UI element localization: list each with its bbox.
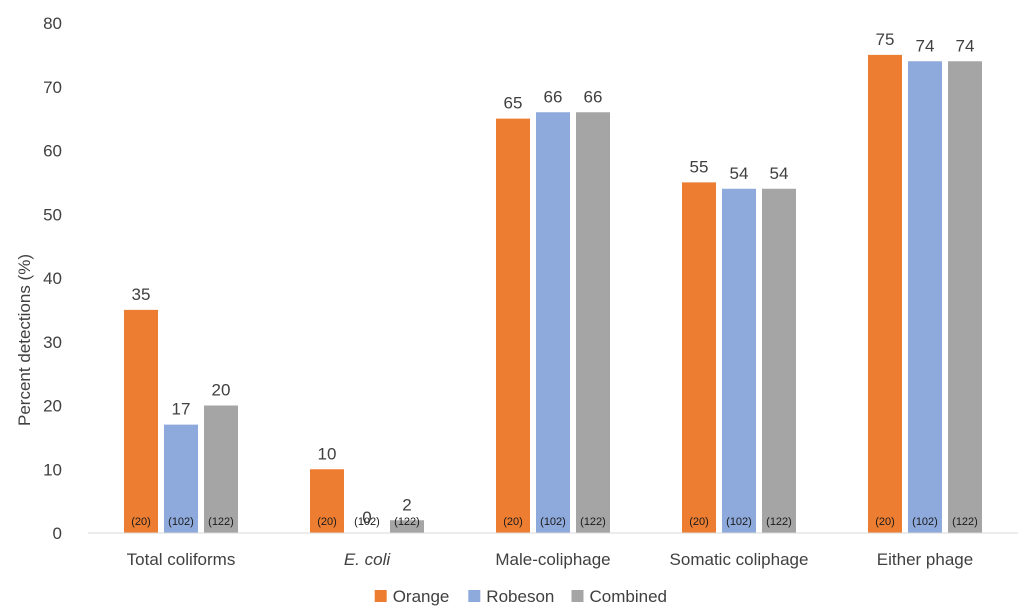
- data-label: 55: [690, 157, 709, 176]
- data-label: 2: [402, 495, 411, 514]
- y-tick-label: 60: [43, 142, 62, 161]
- bar-combined: [204, 405, 238, 533]
- sample-size-label: (20): [689, 516, 709, 528]
- sample-size-label: (20): [131, 516, 151, 528]
- legend-item: Robeson: [468, 587, 554, 606]
- sample-size-label: (102): [540, 516, 566, 528]
- y-axis: 0 10 20 30 40 50 60 70 80: [43, 14, 62, 543]
- data-label: 65: [504, 94, 523, 113]
- category-group: 35 (20) 17 (102) 20 (122): [124, 285, 238, 533]
- bar-combined: [390, 520, 424, 533]
- category-group: 65 (20) 66 (102) 66 (122): [496, 87, 610, 533]
- sample-size-label: (122): [394, 516, 420, 528]
- y-tick-label: 10: [43, 460, 62, 479]
- legend-label: Robeson: [486, 587, 554, 606]
- x-category-label: Male-coliphage: [495, 550, 610, 569]
- data-label: 0: [362, 508, 371, 527]
- bar-robeson: [164, 424, 198, 533]
- category-group: 10 (20) 0(102) 2 (122): [310, 444, 424, 533]
- x-category-label: E. coli: [344, 550, 392, 569]
- bar-combined: [762, 188, 796, 533]
- sample-size-label: (122): [952, 516, 978, 528]
- bars-group: 35(20)17(102)20(122)10(20) 0(102)2(122)65…: [124, 30, 982, 533]
- bar-orange: [868, 54, 902, 533]
- bar-orange: [124, 309, 158, 533]
- x-category-label: Either phage: [877, 550, 973, 569]
- sample-size-label: (102): [168, 516, 194, 528]
- category-group: 75 (20) 74 (102) 74 (122): [868, 30, 982, 533]
- bar-robeson: [536, 112, 570, 533]
- legend-swatch: [374, 590, 387, 602]
- x-category-label: Total coliforms: [127, 550, 236, 569]
- bar-combined: [948, 61, 982, 533]
- data-label: 54: [770, 164, 789, 183]
- y-tick-label: 0: [53, 524, 62, 543]
- sample-size-label: (122): [766, 516, 792, 528]
- sample-size-label: (20): [317, 516, 337, 528]
- sample-size-label: (102): [726, 516, 752, 528]
- data-label: 10: [318, 444, 337, 463]
- y-axis-label: Percent detections (%): [15, 254, 34, 426]
- data-label: 20: [212, 381, 231, 400]
- sample-size-label: (20): [503, 516, 523, 528]
- legend-swatch: [468, 590, 481, 602]
- sample-size-label: (20): [875, 516, 895, 528]
- data-label: 66: [584, 87, 603, 106]
- legend-label: Combined: [590, 587, 668, 606]
- x-axis: Total coliforms E. coli Male-coliphage Soma…: [127, 550, 974, 569]
- y-tick-label: 30: [43, 333, 62, 352]
- sample-size-label: (122): [580, 516, 606, 528]
- data-label: 17: [172, 400, 191, 419]
- data-label: 74: [956, 36, 975, 55]
- sample-size-label: (102): [354, 516, 380, 528]
- bar-orange: [682, 182, 716, 533]
- y-tick-label: 80: [43, 14, 62, 33]
- bar-orange: [310, 469, 344, 533]
- category-group: 55 (20) 54 (102) 54 (122): [682, 157, 796, 533]
- bar-orange: [496, 118, 530, 533]
- legend: Orange Robeson Combined: [374, 587, 668, 606]
- y-tick-label: 40: [43, 269, 62, 288]
- legend-item: Combined: [571, 587, 668, 606]
- y-tick-label: 70: [43, 78, 62, 97]
- data-label: 54: [730, 164, 749, 183]
- x-category-label: Somatic coliphage: [670, 550, 809, 569]
- data-label: 35: [132, 285, 151, 304]
- sample-size-label: (102): [912, 516, 938, 528]
- sample-size-label: (122): [208, 516, 234, 528]
- bar-combined: [576, 112, 610, 533]
- y-tick-label: 20: [43, 397, 62, 416]
- legend-label: Orange: [393, 587, 450, 606]
- y-tick-label: 50: [43, 205, 62, 224]
- legend-swatch: [571, 590, 584, 602]
- legend-item: Orange: [374, 587, 450, 606]
- data-label: 75: [876, 30, 895, 49]
- data-label: 66: [544, 87, 563, 106]
- bar-robeson: [908, 61, 942, 533]
- bar-robeson: [722, 188, 756, 533]
- data-label: 74: [916, 36, 935, 55]
